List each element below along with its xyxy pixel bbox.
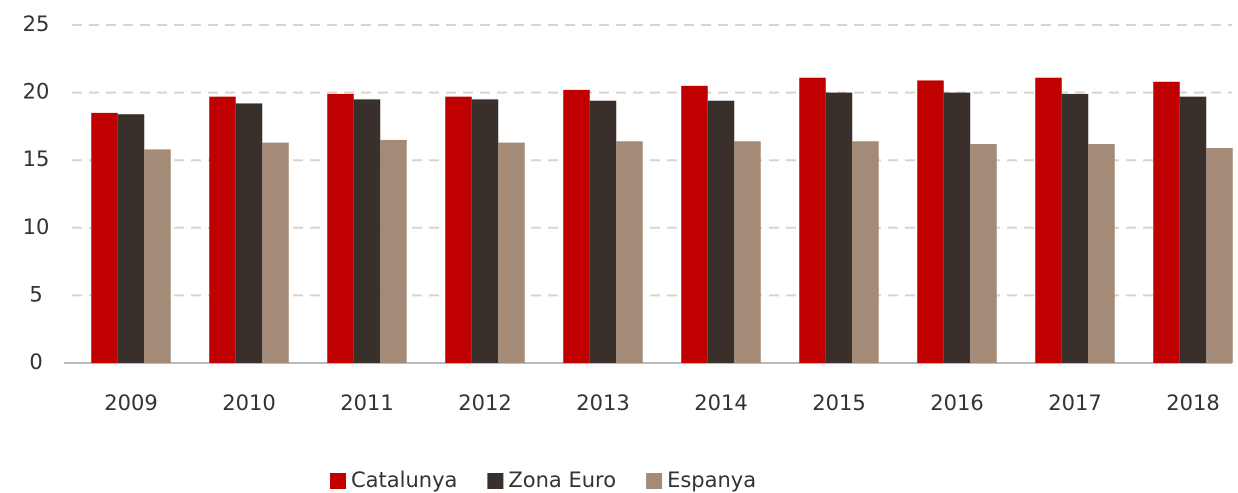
bar: [262, 142, 289, 363]
bar: [1088, 143, 1115, 363]
legend-swatch: [646, 473, 663, 489]
bar: [734, 141, 761, 363]
bar: [852, 141, 879, 363]
bar: [498, 142, 525, 363]
x-tick-label: 2018: [1166, 391, 1219, 415]
x-tick-label: 2015: [812, 391, 865, 415]
bar: [943, 92, 971, 363]
bar: [917, 80, 944, 363]
bar: [91, 112, 118, 363]
bar: [1179, 96, 1207, 363]
legend-label: Espanya: [667, 468, 756, 492]
bar: [1153, 81, 1180, 363]
y-tick-label: 10: [23, 215, 50, 239]
x-tick-label: 2016: [930, 391, 983, 415]
bar: [380, 139, 407, 363]
x-tick-label: 2009: [104, 391, 157, 415]
bar: [1061, 93, 1089, 364]
bar: [1206, 148, 1233, 363]
bar: [209, 96, 236, 363]
bar: [707, 100, 735, 363]
bar: [563, 89, 590, 364]
bar: [327, 93, 354, 364]
y-tick-label: 15: [23, 147, 50, 171]
x-tick-label: 2013: [576, 391, 629, 415]
bar: [825, 92, 853, 363]
x-tick-label: 2017: [1048, 391, 1101, 415]
bar: [117, 114, 145, 364]
bar: [589, 100, 617, 363]
bar: [681, 85, 708, 363]
legend-label: Zona Euro: [508, 468, 616, 492]
bar: [445, 96, 472, 363]
y-tick-label: 5: [29, 282, 42, 306]
legend-label: Catalunya: [351, 468, 457, 492]
bar: [616, 141, 643, 363]
bar: [353, 99, 381, 364]
bar: [799, 77, 826, 363]
legend-swatch: [487, 473, 504, 489]
y-tick-label: 0: [29, 350, 42, 374]
bar: [471, 99, 499, 364]
bar: [144, 149, 171, 363]
x-tick-label: 2012: [458, 391, 511, 415]
x-tick-label: 2014: [694, 391, 747, 415]
legend-swatch: [330, 473, 346, 489]
bar: [970, 143, 997, 363]
bar: [235, 103, 263, 363]
x-tick-label: 2010: [222, 391, 275, 415]
y-tick-label: 20: [23, 80, 50, 104]
x-tick-label: 2011: [340, 391, 393, 415]
y-tick-label: 25: [23, 12, 50, 36]
bar: [1035, 77, 1062, 363]
